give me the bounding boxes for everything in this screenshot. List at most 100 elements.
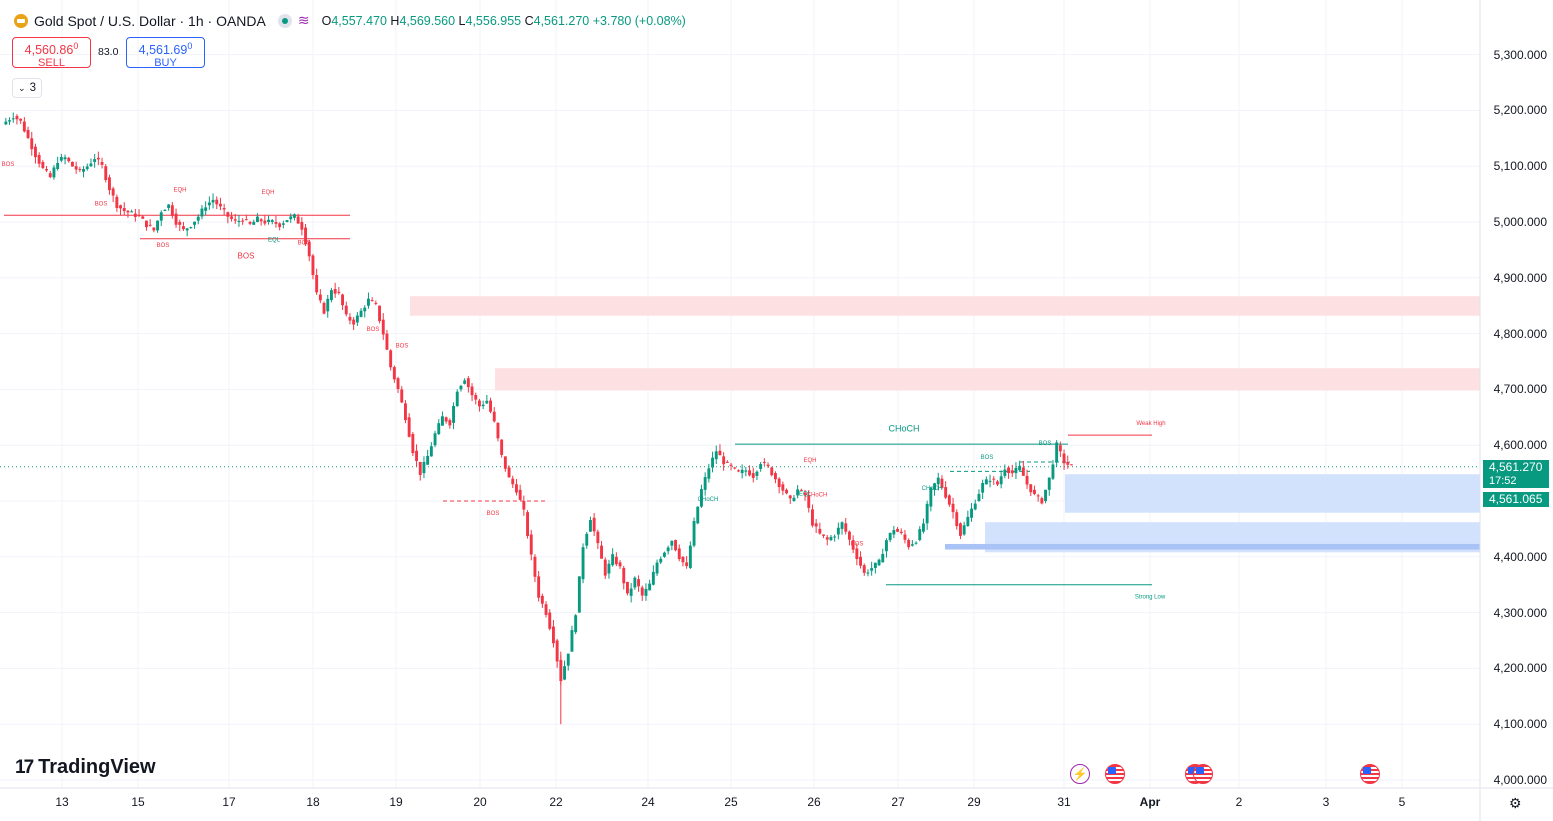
candle-body	[818, 528, 822, 534]
candle-body	[108, 177, 111, 191]
candle-body	[293, 214, 296, 218]
candle-body	[411, 434, 415, 454]
time-tick-label: 22	[549, 795, 563, 809]
candle-body	[22, 121, 26, 132]
structure-label: BOS	[396, 344, 409, 350]
structure-label: EQH	[173, 187, 186, 193]
candle-body	[89, 163, 93, 167]
candle-body	[533, 556, 537, 577]
candle-body	[285, 220, 289, 222]
candle-body	[452, 405, 455, 423]
candle-body	[555, 640, 559, 662]
structure-label: CHoCH	[807, 493, 828, 499]
candle-body	[581, 547, 585, 580]
us-flag-event-icon[interactable]	[1193, 764, 1213, 784]
structure-label: CHoCH	[888, 423, 919, 433]
candle-body	[992, 478, 996, 480]
gold-coin-icon	[14, 13, 28, 28]
candle-body	[718, 450, 722, 456]
candle-body	[725, 461, 729, 463]
candle-body	[999, 476, 1003, 485]
candle-body	[855, 548, 859, 560]
candle-body	[722, 456, 726, 465]
candle-body	[355, 315, 359, 323]
price-tick-label: 4,600.000	[1493, 438, 1547, 453]
candle-body	[648, 583, 652, 591]
candle-body	[640, 587, 644, 596]
candle-body	[1021, 467, 1025, 476]
change-value: +3.780 (+0.08%)	[592, 13, 686, 28]
candle-body	[848, 531, 851, 540]
candle-body	[289, 216, 293, 220]
candle-body	[955, 512, 959, 527]
candle-body	[1062, 453, 1066, 464]
candle-body	[526, 512, 529, 536]
structure-label: BOS	[367, 327, 380, 333]
time-tick-label: 18	[306, 795, 320, 809]
candle-body	[8, 120, 11, 122]
candle-body	[307, 241, 311, 257]
wave-icon: ≋	[297, 12, 310, 28]
candle-body	[585, 533, 589, 546]
candle-body	[1025, 475, 1029, 485]
candle-body	[762, 461, 766, 463]
candle-body	[378, 305, 381, 322]
candle-body	[381, 319, 385, 335]
candle-body	[892, 530, 896, 535]
candle-body	[981, 482, 985, 493]
candle-body	[182, 226, 185, 230]
us-flag-event-icon[interactable]	[1105, 764, 1125, 784]
candle-body	[267, 219, 270, 222]
open-value: 4,557.470	[331, 13, 387, 28]
candle-body	[41, 162, 45, 169]
candle-body	[93, 159, 97, 163]
lightning-event-icon[interactable]: ⚡	[1070, 764, 1090, 784]
candle-body	[918, 529, 922, 541]
structure-label: CHoCH	[922, 486, 943, 492]
candle-body	[737, 470, 740, 472]
time-tick-label: 25	[724, 795, 738, 809]
candle-body	[633, 577, 637, 588]
candle-body	[170, 205, 174, 216]
candle-body	[996, 481, 999, 485]
time-tick-label: 20	[473, 795, 487, 809]
candle-body	[352, 319, 356, 325]
candle-body	[311, 255, 315, 276]
buy-button[interactable]: 4,561.690 BUY	[126, 37, 205, 70]
candle-body	[799, 489, 803, 491]
candle-body	[677, 548, 681, 560]
candle-body	[485, 400, 489, 404]
candle-body	[478, 400, 481, 407]
structure-label: CHoCH	[698, 497, 719, 503]
candle-body	[829, 536, 833, 541]
candle-body	[359, 310, 363, 317]
candle-body	[614, 556, 618, 565]
sell-button[interactable]: 4,560.860 SELL	[12, 37, 91, 69]
candle-body	[548, 612, 552, 629]
low-value: 4,556.955	[465, 13, 522, 28]
candle-body	[814, 523, 818, 527]
candle-body	[226, 212, 230, 217]
tradingview-logo[interactable]: 17 TradingView	[15, 756, 156, 779]
demand-zone-midline	[945, 543, 1480, 550]
symbol-title[interactable]: Gold Spot / U.S. Dollar · 1h · OANDA	[34, 12, 266, 29]
indicators-toggle[interactable]: ⌄ 3	[12, 78, 42, 98]
time-tick-label: 17	[222, 795, 236, 809]
candle-body	[441, 416, 444, 426]
candle-body	[903, 534, 907, 540]
us-flag-event-icon[interactable]	[1360, 764, 1380, 784]
candle-body	[244, 219, 248, 221]
settings-gear-icon[interactable]: ⚙	[1509, 795, 1522, 811]
candle-body	[755, 471, 759, 476]
candle-body	[193, 221, 196, 225]
candle-body	[4, 121, 8, 125]
buy-label: BUY	[154, 57, 177, 70]
price-tick-label: 4,800.000	[1493, 326, 1547, 341]
candle-body	[19, 118, 23, 121]
candle-body	[744, 470, 748, 472]
ohlc-values: O4,557.470 H4,569.560 L4,556.955 C4,561.…	[321, 13, 686, 28]
time-tick-label: 24	[641, 795, 655, 809]
candle-body	[984, 479, 988, 485]
